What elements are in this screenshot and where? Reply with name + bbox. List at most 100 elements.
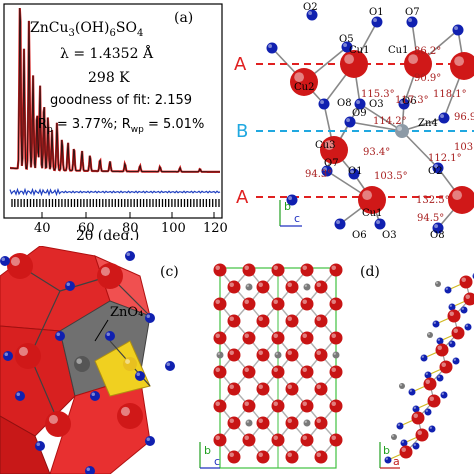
panel-c-polyhedra: ZnO₄ (c): [0, 246, 190, 474]
o-atom: [432, 320, 440, 328]
cu-atom: [451, 326, 465, 340]
angle-label: 112.1°: [428, 153, 462, 164]
x-tick-label: 60: [78, 221, 95, 236]
o-atom: [65, 281, 75, 291]
atom-label: O7: [324, 158, 339, 169]
o-atom: [341, 41, 353, 53]
cu-atom: [227, 450, 241, 464]
axis-indicator-d: b a: [379, 442, 400, 469]
o-atom: [408, 388, 416, 396]
cu-atom: [404, 50, 432, 78]
cu-atom: [7, 253, 33, 279]
atom-label: O6: [402, 96, 417, 107]
o-atom: [444, 286, 452, 294]
o-atom: [286, 194, 298, 206]
cu-atom: [15, 343, 41, 369]
zn-atom: [216, 351, 224, 359]
o-atom: [464, 323, 472, 331]
row-label-a-top: A: [234, 54, 247, 75]
o-atom: [90, 391, 100, 401]
zn-atom: [245, 419, 253, 427]
atom-label: O3: [382, 230, 397, 240]
angle-label: 114.2°: [373, 116, 407, 127]
atom-label: O1: [369, 7, 384, 18]
cu-atom: [329, 263, 343, 277]
x-tick-label: 80: [122, 221, 139, 236]
angle-label: 86.2°: [414, 46, 441, 57]
atoms: [213, 263, 343, 464]
o-atom: [334, 218, 346, 230]
cu-atom: [435, 343, 449, 357]
o-atom: [412, 405, 420, 413]
cu-atom: [285, 416, 299, 430]
angle-label: 103.5°: [374, 171, 408, 182]
angle-label: 90.9°: [414, 73, 441, 84]
zn-atom: [435, 281, 441, 287]
o-atom: [125, 251, 135, 261]
cu-atom: [300, 297, 314, 311]
o-atom: [400, 439, 408, 447]
s-atom: [123, 357, 137, 371]
x-axis-label: 2θ (deg.): [76, 228, 139, 240]
bond-angles: 86.2° 90.9° 115.3° 117.3° 118.1° 96.9 11…: [305, 46, 474, 224]
axis-label-a: a: [393, 455, 400, 468]
cu-atom: [271, 297, 285, 311]
angle-label: 94.5°: [417, 213, 444, 224]
o-atom: [438, 112, 450, 124]
cu-atom: [358, 186, 386, 214]
zn-atom: [303, 419, 311, 427]
atom-label: O8: [430, 230, 445, 240]
o-atom: [374, 218, 386, 230]
atom-label: Cu1: [388, 45, 408, 56]
axis-indicator-c: b c: [199, 442, 220, 469]
cu-atom: [447, 309, 461, 323]
cu-atom: [271, 365, 285, 379]
panel-b-coordination: A B A O2 O1 O7 O5 Cu1 Cu1 Cu2 O8 O6 O3 O…: [232, 0, 474, 240]
cu-atom: [340, 50, 368, 78]
zn-atom: [245, 283, 253, 291]
o-atom: [452, 24, 464, 36]
cu-atom: [242, 297, 256, 311]
cu-atom: [227, 348, 241, 362]
o-atom: [354, 98, 366, 110]
cu-atom: [314, 314, 328, 328]
cu-atom: [427, 394, 441, 408]
wavelength: λ = 1.4352 Å: [60, 44, 154, 62]
x-ticks: [41, 212, 215, 218]
x-tick-label: 40: [34, 221, 51, 236]
cu-atom: [314, 280, 328, 294]
cu-atom: [314, 416, 328, 430]
o-atom: [318, 98, 330, 110]
cu-atom: [271, 399, 285, 413]
o-atom: [398, 98, 410, 110]
cu-atom: [300, 433, 314, 447]
o-atom: [412, 442, 420, 450]
atom-label: Cu3: [315, 140, 335, 151]
o-atom: [145, 313, 155, 323]
o-atom: [145, 436, 155, 446]
angle-label: 93.4°: [363, 147, 390, 158]
o-atom: [348, 168, 360, 180]
cu-atom: [285, 348, 299, 362]
atoms: [0, 251, 175, 474]
o-atom: [460, 306, 468, 314]
cu-atom: [117, 403, 143, 429]
atom-label: O5: [339, 34, 354, 45]
row-label-b: B: [236, 121, 248, 142]
o-atom: [3, 351, 13, 361]
diffraction-plot: ZnCu3(OH)6SO4 (a) λ = 1.4352 Å 298 K goo…: [3, 3, 228, 240]
o-atom: [384, 456, 392, 464]
cu-atom: [227, 382, 241, 396]
layered-structure: [384, 273, 474, 464]
angle-label: 118.1°: [433, 89, 467, 100]
cu-atom: [423, 377, 437, 391]
o-atom: [428, 425, 436, 433]
o-atom: [85, 466, 95, 474]
coordination-diagram: A B A O2 O1 O7 O5 Cu1 Cu1 Cu2 O8 O6 O3 O…: [234, 2, 474, 240]
cu-atom: [256, 280, 270, 294]
axis-label-c: c: [214, 455, 220, 468]
formula: ZnCu3(OH)6SO4: [30, 20, 143, 39]
panel-a-diffraction: ZnCu3(OH)6SO4 (a) λ = 1.4352 Å 298 K goo…: [0, 0, 232, 240]
o-atom: [396, 422, 404, 430]
cu-atom: [314, 348, 328, 362]
